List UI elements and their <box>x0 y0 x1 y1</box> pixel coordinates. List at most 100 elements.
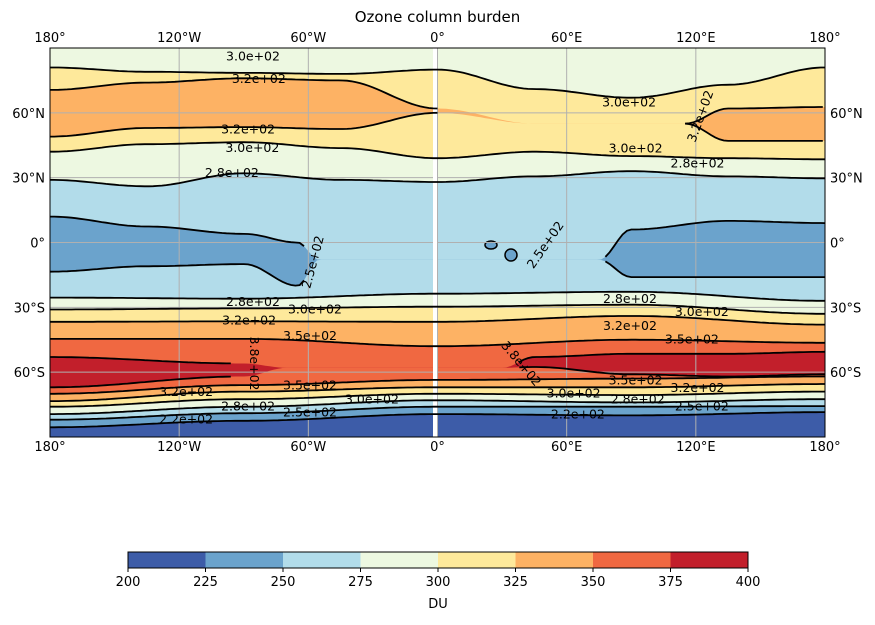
contour-line-275 <box>50 398 825 415</box>
contour-line-375 <box>518 350 825 363</box>
map-area: 3.0e+02 3.2e+02 3.2e+02 3.0e+02 2.8e+02 3.0e+… <box>50 48 825 437</box>
contour-label: 2.5e+02 <box>283 405 337 420</box>
bottom-lon-tick-label: 60°W <box>290 440 326 455</box>
left-lat-tick-label: 60°N <box>12 107 45 122</box>
contour-label: 3.0e+02 <box>226 48 280 63</box>
contour-line-325 <box>685 106 823 125</box>
right-lat-tick-label: 30°S <box>830 301 861 316</box>
colorbar-swatch <box>283 552 361 568</box>
contour-island <box>504 248 518 262</box>
colorbar-swatch <box>205 552 284 568</box>
colorbar-tick-label: 300 <box>426 575 451 590</box>
contour-label: 3.2e+02 <box>159 384 213 399</box>
right-lat-tick-label: 30°N <box>830 172 863 187</box>
contour-lines <box>50 66 825 429</box>
contour-line-300 <box>50 390 825 408</box>
contour-label: 2.2e+02 <box>551 407 605 422</box>
contour-line-325 <box>684 122 823 142</box>
contour-line-325 <box>50 383 825 402</box>
top-lon-tick-label: 120°W <box>157 31 201 46</box>
bottom-lon-tick-label: 120°W <box>157 440 201 455</box>
top-lon-tick-label: 120°E <box>676 31 716 46</box>
contour-line-375 <box>50 375 231 389</box>
colorbar-tick-label: 350 <box>581 575 606 590</box>
contour-label: 2.8e+02 <box>671 156 725 171</box>
contour-line-250 <box>604 260 825 278</box>
top-lon-tick-label: 180° <box>809 31 840 46</box>
bottom-lon-tick-label: 180° <box>34 440 65 455</box>
contour-line-225 <box>50 411 825 429</box>
contour-label: 3.0e+02 <box>609 141 663 156</box>
chart-title: Ozone column burden <box>355 8 521 26</box>
colorbar-tick-label: 400 <box>736 575 761 590</box>
left-lat-tick-label: 0° <box>30 237 45 252</box>
contour-label: 3.0e+02 <box>602 95 656 110</box>
contour-label: 2.8e+02 <box>226 294 280 309</box>
contour-label: 3.0e+02 <box>547 386 601 401</box>
top-lon-tick-label: 180° <box>34 31 65 46</box>
contour-line-300 <box>50 141 825 161</box>
contour-label: 3.2e+02 <box>221 122 275 137</box>
colorbar-swatch <box>593 552 671 568</box>
colorbar: 200 225 250 275 300 325 350 375 400 <box>116 551 761 590</box>
colorbar-swatch <box>360 552 439 568</box>
contour-label: 2.8e+02 <box>221 399 275 414</box>
contour-line-250 <box>50 263 305 287</box>
contour-label: 2.2e+02 <box>159 412 213 427</box>
contour-label: 3.2e+02 <box>603 318 657 333</box>
contour-line-300 <box>50 303 825 315</box>
colorbar-swatch <box>128 552 206 568</box>
contour-line-275 <box>50 170 825 188</box>
axis-tick-labels: 180° 180° 120°W 120°W 60°W 60°W 0° 0° 60°E 60°E 12… <box>12 31 863 455</box>
contour-line-325 <box>50 77 438 110</box>
contour-line-350 <box>50 375 825 395</box>
contour-label: 3.2e+02 <box>671 380 725 395</box>
contour-line-250 <box>50 215 305 247</box>
contour-label: 3.0e+02 <box>225 140 279 155</box>
left-lat-tick-label: 60°S <box>14 366 45 381</box>
bottom-lon-tick-label: 180° <box>809 440 840 455</box>
contour-line-325 <box>50 315 825 326</box>
contour-label: 3.0e+02 <box>345 392 399 407</box>
contour-label: 2.8e+02 <box>603 291 657 306</box>
colorbar-swatch <box>438 552 516 568</box>
contour-line-325 <box>50 111 438 138</box>
bottom-lon-tick-label: 0° <box>430 440 445 455</box>
top-lon-tick-label: 60°W <box>290 31 326 46</box>
contour-label: 2.8e+02 <box>205 165 259 180</box>
right-lat-tick-label: 60°S <box>830 366 861 381</box>
colorbar-tick-label: 200 <box>116 575 141 590</box>
contour-label: 2.5e+02 <box>675 399 729 414</box>
contour-line-250 <box>50 405 825 421</box>
dateline-seam <box>433 48 437 437</box>
right-lat-tick-label: 0° <box>830 237 845 252</box>
contour-line-300 <box>50 66 825 99</box>
left-lat-tick-label: 30°N <box>12 172 45 187</box>
contour-label: 3.5e+02 <box>609 372 663 387</box>
colorbar-tick-label: 225 <box>193 575 218 590</box>
map-frame <box>49 47 826 438</box>
contour-label: 3.5e+02 <box>283 378 337 393</box>
left-lat-tick-label: 30°S <box>14 301 45 316</box>
contour-label: 3.2e+02 <box>222 312 276 327</box>
contour-line-350 <box>50 338 825 348</box>
contour-label: 3.5e+02 <box>283 328 337 343</box>
colorbar-tick-label: 375 <box>658 575 683 590</box>
contour-line-275 <box>50 290 825 302</box>
contour-label: 3.0e+02 <box>675 304 729 319</box>
colorbar-swatch <box>670 552 749 568</box>
colorbar-label: DU <box>428 597 448 612</box>
colorbar-tick-label: 250 <box>271 575 296 590</box>
colorbar-tick-label: 275 <box>348 575 373 590</box>
colorbar-tick-label: 325 <box>503 575 528 590</box>
contour-line-375 <box>50 356 231 365</box>
bottom-lon-tick-label: 60°E <box>551 440 582 455</box>
contour-line-250 <box>604 220 825 258</box>
top-lon-tick-label: 0° <box>430 31 445 46</box>
colorbar-swatch <box>515 552 594 568</box>
contour-line-375 <box>519 366 825 378</box>
right-lat-tick-label: 60°N <box>830 107 863 122</box>
contour-label: 3.2e+02 <box>232 71 286 86</box>
contour-label: 3.5e+02 <box>665 331 719 346</box>
